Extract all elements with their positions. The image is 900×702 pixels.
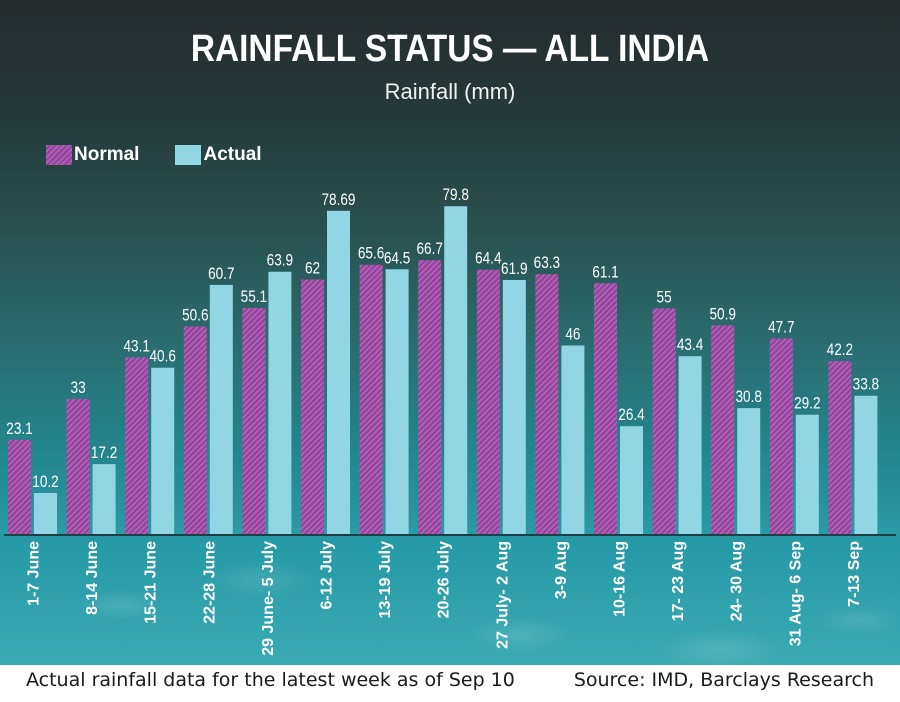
bar-actual-3	[209, 284, 233, 535]
bar-actual-6	[385, 269, 409, 535]
x-tick-label-1: 8-14 June	[84, 541, 101, 615]
value-label-actual-1: 17.2	[91, 444, 117, 463]
bar-normal-5	[301, 279, 324, 535]
x-tick-label-6: 13-19 July	[377, 541, 394, 618]
bar-actual-12	[737, 408, 761, 535]
x-tick-label-2: 15-21 June	[143, 541, 160, 624]
value-label-normal-0: 23.1	[6, 419, 32, 438]
value-label-normal-6: 65.6	[358, 244, 384, 263]
x-tick-label-12: 24- 30 Aug	[729, 541, 746, 621]
bar-actual-8	[502, 279, 526, 535]
bar-normal-13	[769, 338, 793, 535]
legend-label-actual: Actual	[203, 144, 262, 165]
value-label-actual-3: 60.7	[208, 265, 234, 284]
value-label-actual-0: 10.2	[32, 473, 58, 492]
bar-actual-2	[151, 367, 175, 535]
x-tick-label-14: 7-13 Sep	[846, 541, 863, 607]
value-label-actual-4: 63.9	[267, 251, 293, 270]
value-label-actual-14: 33.8	[853, 375, 879, 394]
bar-normal-10	[594, 283, 617, 535]
value-label-normal-9: 63.3	[534, 254, 560, 273]
bar-normal-2	[125, 357, 149, 535]
bar-normal-4	[242, 307, 266, 535]
x-tick-label-4: 29 June- 5 July	[260, 541, 277, 656]
bar-actual-1	[92, 464, 116, 535]
legend-item-actual: Actual	[175, 144, 262, 166]
value-label-actual-13: 29.2	[794, 394, 820, 413]
value-label-normal-11: 55	[657, 288, 672, 307]
x-tick-label-3: 22-28 June	[201, 541, 218, 624]
value-label-actual-10: 26.4	[618, 406, 645, 425]
bars-group	[8, 206, 878, 536]
bar-normal-7	[418, 260, 442, 535]
x-tick-labels-group: 1-7 June 8-14 June 15-21 June 22-28 June 29 …	[26, 541, 863, 656]
bar-actual-11	[678, 356, 702, 535]
legend-swatch-actual	[175, 145, 202, 165]
bar-actual-10	[620, 426, 643, 535]
bar-normal-9	[535, 274, 559, 535]
bar-actual-4	[268, 271, 292, 535]
legend-label-normal: Normal	[74, 144, 140, 165]
bar-chart: 23.1 10.2 33 17.2 43.140.6 50.6 60.7 55.163.9 62…	[4, 186, 896, 656]
value-label-normal-14: 42.2	[827, 341, 853, 360]
x-tick-label-10: 10-16 Aug	[612, 541, 629, 617]
bar-actual-13	[795, 414, 819, 535]
bar-actual-5	[327, 210, 350, 536]
bar-normal-3	[183, 326, 207, 535]
value-label-normal-3: 50.6	[182, 306, 208, 325]
chart-background: RAINFALL STATUS — ALL INDIA Rainfall (mm…	[0, 0, 900, 665]
value-label-actual-6: 64.5	[384, 249, 410, 268]
value-label-actual-12: 30.8	[735, 388, 761, 407]
value-label-actual-5: 78.69	[322, 190, 356, 209]
legend-item-normal: Normal	[46, 144, 139, 166]
value-label-normal-13: 47.7	[768, 318, 794, 337]
x-tick-label-13: 31 Aug- 6 Sep	[787, 541, 804, 646]
bar-normal-6	[359, 264, 383, 535]
bar-normal-8	[476, 269, 500, 535]
value-label-actual-11: 43.4	[677, 336, 704, 355]
bar-actual-0	[34, 492, 57, 535]
value-label-normal-10: 61.1	[592, 263, 618, 282]
bar-normal-1	[66, 399, 90, 535]
value-label-normal-2: 43.1	[123, 337, 149, 356]
value-label-actual-9: 46	[565, 325, 580, 344]
footer-note: Actual rainfall data for the latest week…	[26, 669, 515, 691]
x-tick-label-7: 20-26 July	[436, 541, 453, 618]
bar-normal-14	[828, 361, 852, 535]
value-label-normal-8: 64.4	[475, 249, 502, 268]
value-labels-group: 23.1 10.2 33 17.2 43.140.6 50.6 60.7 55.163.9 62…	[6, 186, 879, 492]
x-tick-label-8: 27 July- 2 Aug	[494, 541, 511, 649]
footer-source: Source: IMD, Barclays Research	[573, 669, 874, 691]
chart-subtitle: Rainfall (mm)	[384, 79, 516, 104]
value-label-actual-8: 61.9	[501, 260, 527, 279]
x-tick-label-0: 1-7 June	[26, 541, 43, 606]
legend-swatch-normal	[46, 145, 72, 165]
value-label-normal-1: 33	[71, 379, 86, 398]
chart-title: RAINFALL STATUS — ALL INDIA	[190, 28, 710, 70]
value-label-normal-4: 55.1	[241, 288, 267, 307]
rain-ripple-backdrop	[0, 535, 900, 665]
value-label-normal-7: 66.7	[416, 240, 442, 259]
x-tick-label-5: 6-12 July	[319, 541, 336, 610]
value-label-actual-2: 40.6	[149, 347, 175, 366]
value-label-actual-7: 79.8	[442, 186, 468, 205]
x-tick-label-9: 3-9 Aug	[553, 541, 570, 599]
legend: Normal Actual	[46, 144, 298, 166]
x-tick-label-11: 17- 23 Aug	[670, 541, 687, 621]
bar-normal-11	[652, 308, 676, 535]
bar-normal-0	[8, 439, 31, 535]
bar-actual-14	[854, 395, 878, 535]
value-label-normal-12: 50.9	[709, 305, 735, 324]
bar-actual-7	[444, 206, 468, 535]
bar-actual-9	[561, 345, 585, 535]
value-label-normal-5: 62	[305, 259, 320, 278]
bar-normal-12	[711, 325, 735, 535]
